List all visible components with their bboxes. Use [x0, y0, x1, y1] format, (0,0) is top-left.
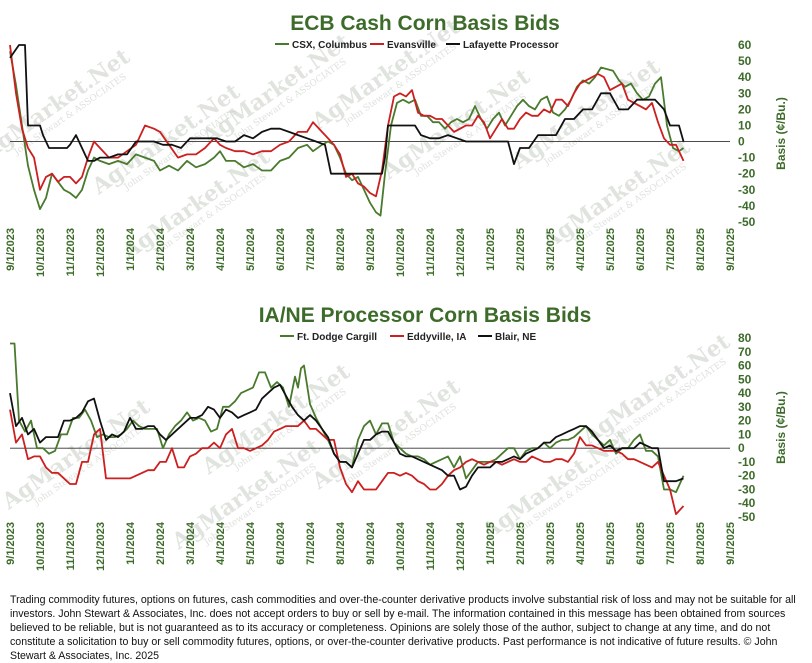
series-line: [9, 44, 685, 198]
watermark-text: AgMarket.Net: [576, 328, 735, 450]
x-tick-label: 12/1/2023: [95, 522, 107, 571]
x-tick-label: 9/1/2023: [5, 228, 17, 271]
x-tick-label: 7/1/2024: [305, 521, 317, 565]
disclaimer-text: Trading commodity futures, options on fu…: [10, 594, 796, 662]
x-tick-label: 8/1/2024: [335, 521, 347, 565]
x-tick-label: 11/1/2023: [65, 228, 77, 276]
x-tick-label: 12/1/2023: [95, 228, 107, 277]
y-tick-label: 40: [738, 70, 752, 84]
x-tick-label: 10/1/2023: [35, 522, 47, 571]
y-tick-label: -10: [738, 455, 756, 469]
x-tick-label: 9/1/2023: [5, 522, 17, 565]
x-tick-label: 7/1/2025: [665, 228, 677, 271]
y-tick-label: -50: [738, 510, 756, 524]
legend-label: Ft. Dodge Cargill: [297, 332, 377, 343]
x-tick-label: 9/1/2024: [365, 521, 377, 565]
legend-label: Lafayette Processor: [463, 40, 559, 51]
x-tick-label: 8/1/2025: [695, 228, 707, 271]
y-tick-label: 0: [738, 441, 745, 455]
y-axis-label: Basis (¢/Bu.): [774, 391, 788, 464]
x-tick-label: 12/1/2024: [455, 227, 467, 277]
x-tick-label: 11/1/2024: [425, 227, 437, 276]
y-tick-label: 60: [738, 359, 752, 373]
series-line: [9, 44, 685, 175]
x-tick-label: 3/1/2025: [545, 522, 557, 565]
y-tick-label: 10: [738, 427, 752, 441]
y-tick-label: 30: [738, 86, 752, 100]
x-tick-label: 1/1/2025: [485, 228, 497, 271]
y-tick-label: -30: [738, 183, 756, 197]
x-tick-label: 5/1/2024: [245, 227, 257, 271]
x-tick-label: 8/1/2024: [335, 227, 347, 271]
chart-title: ECB Cash Corn Basis Bids: [290, 12, 560, 35]
series-line: [9, 51, 685, 217]
x-tick-label: 4/1/2024: [215, 227, 227, 271]
x-tick-label: 6/1/2025: [635, 228, 647, 271]
x-tick-label: 9/1/2024: [365, 227, 377, 271]
y-tick-label: 20: [738, 414, 752, 428]
x-tick-label: 5/1/2025: [605, 522, 617, 565]
x-tick-label: 6/1/2024: [275, 521, 287, 565]
x-tick-label: 6/1/2024: [275, 227, 287, 271]
legend-label: Evansville: [387, 40, 436, 51]
series-line: [9, 409, 685, 516]
y-tick-label: 40: [738, 386, 752, 400]
y-tick-label: 30: [738, 400, 752, 414]
y-tick-label: 20: [738, 102, 752, 116]
x-tick-label: 1/1/2025: [485, 522, 497, 565]
legend-label: CSX, Columbus: [292, 40, 367, 51]
x-tick-label: 2/1/2024: [155, 227, 167, 271]
x-tick-label: 2/1/2025: [515, 522, 527, 565]
x-tick-label: 4/1/2025: [575, 228, 587, 271]
series-line: [9, 383, 684, 491]
x-tick-label: 8/1/2025: [695, 522, 707, 565]
y-tick-label: -50: [738, 215, 756, 229]
x-tick-label: 11/1/2024: [425, 521, 437, 570]
x-tick-label: 10/1/2023: [35, 228, 47, 277]
x-tick-label: 12/1/2024: [455, 521, 467, 571]
x-tick-label: 7/1/2025: [665, 522, 677, 565]
watermark-text: AgMarket.Net: [0, 393, 155, 515]
y-tick-label: 60: [738, 38, 752, 52]
y-tick-label: 70: [738, 345, 752, 359]
y-tick-label: -20: [738, 167, 756, 181]
x-tick-label: 1/1/2024: [125, 521, 137, 565]
x-tick-label: 3/1/2025: [545, 228, 557, 271]
x-tick-label: 7/1/2024: [305, 227, 317, 271]
y-tick-label: 80: [738, 331, 752, 345]
x-tick-label: 3/1/2024: [185, 521, 197, 565]
legend-label: Blair, NE: [495, 332, 536, 343]
x-tick-label: 2/1/2024: [155, 521, 167, 565]
x-tick-label: 11/1/2023: [65, 522, 77, 570]
y-tick-label: -30: [738, 482, 756, 496]
y-axis-label: Basis (¢/Bu.): [774, 97, 788, 170]
y-tick-label: 0: [738, 135, 745, 149]
x-tick-label: 1/1/2024: [125, 227, 137, 271]
x-tick-label: 5/1/2024: [245, 521, 257, 565]
y-tick-label: 50: [738, 54, 752, 68]
x-tick-label: 5/1/2025: [605, 228, 617, 271]
legend-label: Eddyville, IA: [407, 332, 466, 343]
y-tick-label: -10: [738, 151, 756, 165]
y-tick-label: -40: [738, 199, 756, 213]
x-tick-label: 9/1/2025: [725, 228, 737, 271]
x-tick-label: 2/1/2025: [515, 228, 527, 271]
x-tick-label: 9/1/2025: [725, 522, 737, 565]
x-tick-label: 3/1/2024: [185, 227, 197, 271]
chart-title: IA/NE Processor Corn Basis Bids: [259, 304, 592, 327]
y-tick-label: 10: [738, 118, 752, 132]
x-tick-label: 6/1/2025: [635, 522, 647, 565]
x-tick-label: 10/1/2024: [395, 521, 407, 571]
x-tick-label: 10/1/2024: [395, 227, 407, 277]
y-tick-label: -20: [738, 469, 756, 483]
y-tick-label: 50: [738, 372, 752, 386]
x-tick-label: 4/1/2025: [575, 522, 587, 565]
x-tick-label: 4/1/2024: [215, 521, 227, 565]
y-tick-label: -40: [738, 496, 756, 510]
